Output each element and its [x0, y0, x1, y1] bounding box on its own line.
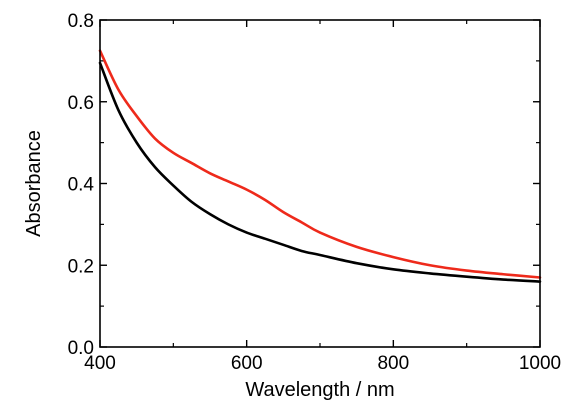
- y-tick-label: 0.8: [68, 11, 94, 32]
- y-axis-label: Absorbance: [23, 130, 45, 237]
- series-group: [98, 49, 542, 283]
- x-tick-label: 800: [377, 353, 409, 374]
- x-tick-label: 600: [231, 353, 263, 374]
- axis-ticks: [99, 19, 541, 348]
- x-tick-label: 1000: [519, 353, 561, 374]
- x-tick-label: 400: [84, 353, 116, 374]
- y-tick-label: 0.6: [68, 93, 94, 114]
- series-line-1: [98, 49, 542, 279]
- series-line-2: [98, 61, 542, 283]
- tick-labels: 400 600 800 1000 0.0 0.2 0.4 0.6 0.8: [68, 11, 562, 374]
- y-tick-label: 0.0: [68, 338, 94, 359]
- y-tick-label: 0.4: [68, 175, 95, 196]
- y-tick-label: 0.2: [68, 256, 94, 277]
- x-axis-label: Wavelength / nm: [245, 379, 394, 401]
- plot-frame: [99, 19, 541, 348]
